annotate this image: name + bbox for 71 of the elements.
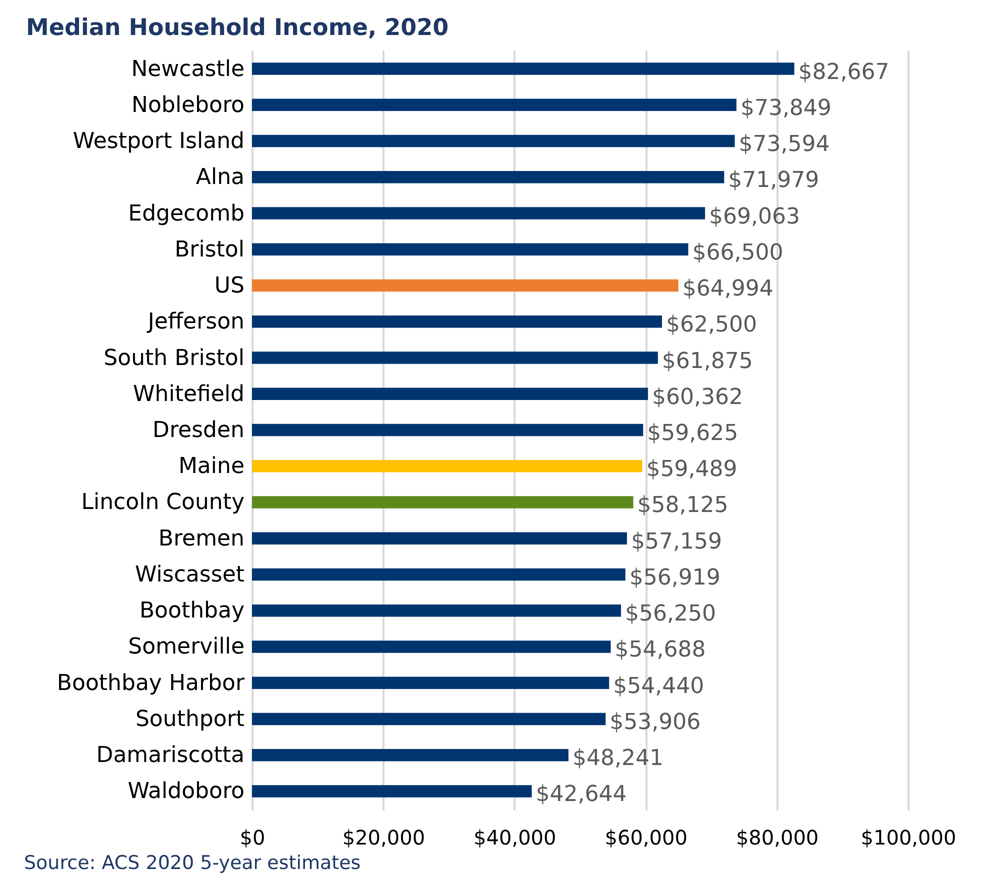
y-tick-label: Wiscasset [134, 562, 245, 588]
data-label: $54,440 [613, 674, 704, 699]
bar [252, 207, 706, 220]
x-tick-label: $60,000 [604, 826, 688, 850]
y-tick-label: Southport [135, 706, 245, 732]
data-label: $59,625 [647, 421, 738, 446]
y-tick-label: Maine [178, 454, 244, 480]
y-tick-label: Nobleboro [132, 92, 244, 118]
y-tick-label: Bristol [174, 237, 244, 262]
data-label: $59,489 [646, 457, 738, 482]
bar [252, 748, 568, 762]
bar [252, 315, 662, 328]
bar [252, 243, 688, 256]
y-tick-label: Damariscotta [96, 743, 244, 768]
data-label: $56,919 [629, 565, 720, 590]
y-tick-label: Boothbay [139, 598, 244, 624]
data-label: $56,250 [625, 602, 716, 627]
y-tick-label: South Bristol [104, 346, 244, 371]
x-tick-label: $20,000 [342, 826, 426, 850]
bar [252, 496, 634, 508]
y-tick-label: Lincoln County [81, 490, 244, 516]
y-tick-label: Waldoboro [128, 779, 244, 804]
data-label: $73,849 [740, 96, 832, 121]
y-tick-label: Newcastle [131, 56, 244, 82]
data-label: $69,063 [709, 204, 800, 230]
bar [252, 388, 648, 400]
y-tick-label: Jefferson [146, 310, 244, 335]
x-tick-label: $40,000 [474, 826, 556, 850]
data-label: $53,906 [610, 710, 701, 735]
data-label: $57,159 [630, 529, 722, 554]
bar [252, 424, 644, 436]
data-label: $48,241 [572, 746, 664, 772]
bar [252, 98, 736, 112]
data-label: $66,500 [692, 240, 784, 266]
data-label: $54,688 [614, 638, 706, 663]
bar [252, 62, 794, 75]
data-label: $82,667 [798, 60, 890, 85]
y-tick-label: Dresden [152, 418, 244, 443]
x-tick-label: $0 [240, 826, 266, 850]
data-label: $60,362 [652, 384, 743, 410]
bar [252, 352, 658, 364]
data-label: $58,125 [637, 493, 728, 518]
data-label: $62,500 [666, 312, 757, 338]
bar [252, 279, 678, 292]
bar [252, 712, 606, 726]
bar [252, 568, 626, 581]
source-note: Source: ACS 2020 5-year estimates [24, 852, 361, 874]
y-tick-label: Alna [196, 165, 244, 190]
data-label: $61,875 [662, 348, 753, 374]
y-tick-label: US [214, 274, 244, 299]
y-tick-label: Whitefield [133, 382, 244, 407]
y-tick-label: Edgecomb [128, 201, 244, 226]
x-tick-label: $100,000 [860, 826, 956, 850]
bar [252, 676, 610, 689]
data-label: $71,979 [728, 168, 820, 194]
bar [252, 785, 532, 798]
bar [252, 604, 621, 617]
data-label: $73,594 [738, 132, 830, 158]
bar [252, 134, 735, 148]
data-label: $64,994 [682, 276, 774, 302]
chart-title: Median Household Income, 2020 [26, 15, 449, 41]
y-tick-label: Boothbay Harbor [56, 670, 246, 696]
y-tick-label: Bremen [158, 526, 244, 552]
bar [252, 460, 642, 472]
x-tick-label: $80,000 [736, 826, 819, 850]
bar [252, 171, 724, 184]
y-tick-label: Somerville [128, 634, 244, 660]
bar [252, 640, 611, 653]
bar [252, 532, 627, 545]
data-label: $42,644 [536, 782, 627, 808]
y-tick-label: Westport Island [72, 129, 244, 154]
